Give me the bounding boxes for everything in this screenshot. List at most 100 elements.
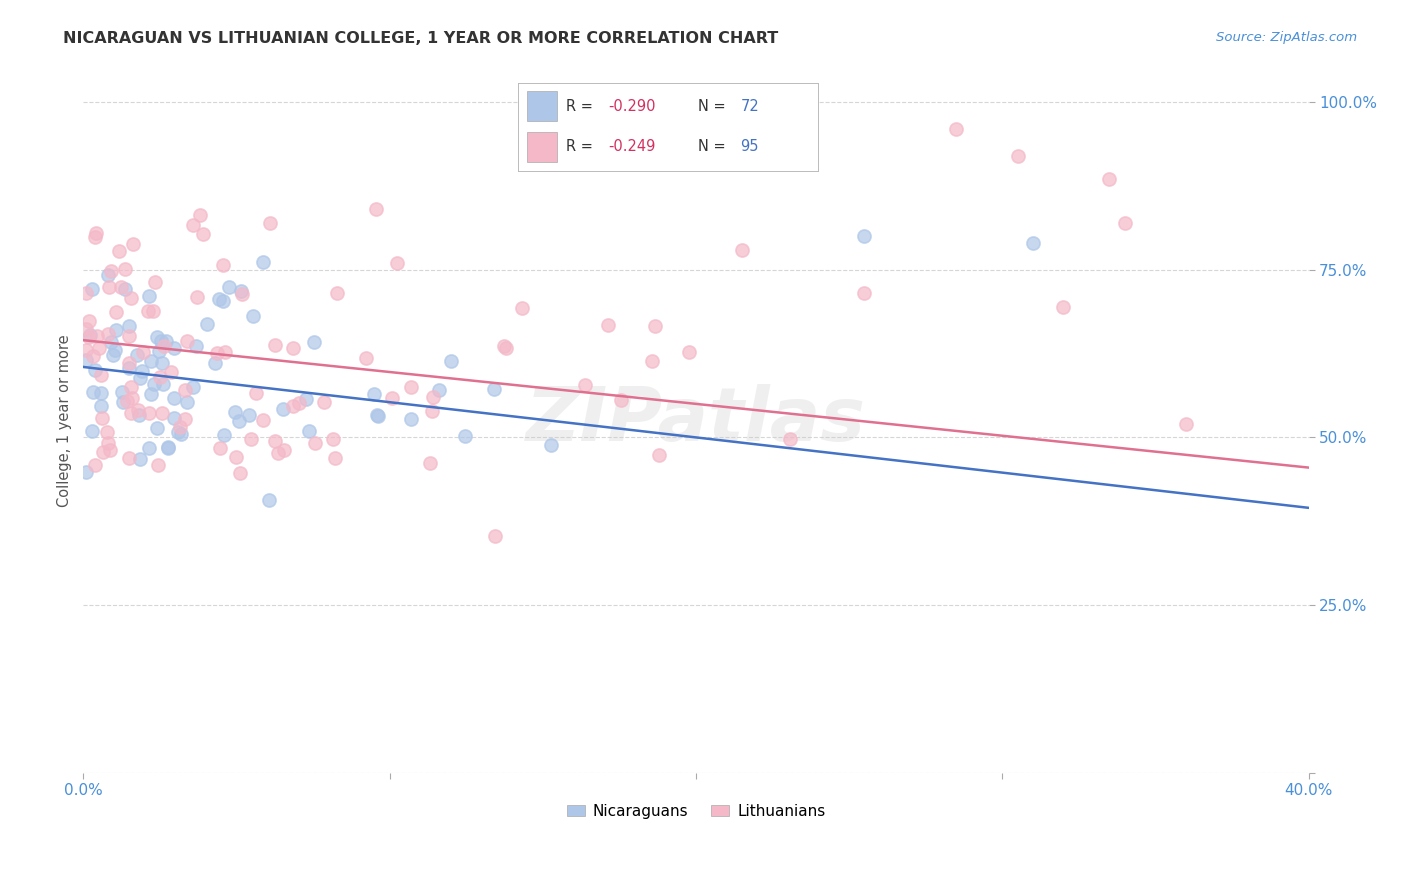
Point: [853, 286, 876, 301]
Point: [574, 377, 596, 392]
Point: [366, 408, 388, 422]
Point: [648, 448, 671, 462]
Point: [212, 427, 235, 442]
Point: [111, 394, 134, 409]
Point: [91, 411, 114, 425]
Point: [157, 440, 180, 454]
Point: [325, 285, 347, 300]
Point: [96, 425, 118, 439]
Point: [82, 424, 104, 438]
Point: [304, 334, 326, 349]
Point: [100, 335, 122, 350]
Point: [204, 356, 226, 370]
Point: [86, 329, 108, 343]
Point: [264, 338, 287, 352]
Point: [422, 390, 444, 404]
Point: [114, 262, 136, 277]
Point: [420, 404, 443, 418]
Point: [152, 376, 174, 391]
Point: [77, 314, 100, 328]
Point: [281, 399, 304, 413]
Point: [82, 385, 104, 400]
Point: [84, 363, 107, 377]
Point: [163, 391, 186, 405]
Point: [186, 290, 208, 304]
Point: [295, 392, 318, 406]
Point: [83, 229, 105, 244]
Point: [193, 227, 215, 242]
Point: [143, 275, 166, 289]
Point: [184, 339, 207, 353]
Point: [129, 452, 152, 467]
Point: [120, 406, 142, 420]
Point: [195, 317, 218, 331]
Point: [104, 343, 127, 358]
Point: [97, 327, 120, 342]
Point: [152, 339, 174, 353]
Point: [1114, 216, 1136, 230]
Point: [155, 334, 177, 348]
Point: [104, 304, 127, 318]
Point: [79, 327, 101, 342]
Point: [108, 244, 131, 259]
Point: [75, 321, 97, 335]
Text: NICARAGUAN VS LITHUANIAN COLLEGE, 1 YEAR OR MORE CORRELATION CHART: NICARAGUAN VS LITHUANIAN COLLEGE, 1 YEAR…: [63, 31, 779, 46]
Point: [118, 319, 141, 334]
Point: [1098, 172, 1121, 186]
Point: [354, 351, 377, 365]
Point: [176, 394, 198, 409]
Point: [139, 387, 162, 401]
Point: [146, 458, 169, 472]
Point: [127, 402, 149, 417]
Point: [1175, 417, 1198, 431]
Point: [264, 434, 287, 448]
Point: [118, 356, 141, 370]
Point: [149, 369, 172, 384]
Point: [174, 383, 197, 397]
Point: [169, 420, 191, 434]
Point: [273, 443, 295, 458]
Point: [118, 328, 141, 343]
Point: [228, 413, 250, 427]
Point: [225, 450, 247, 465]
Point: [440, 354, 463, 368]
Point: [115, 393, 138, 408]
Point: [150, 356, 173, 370]
Point: [129, 370, 152, 384]
Point: [148, 344, 170, 359]
Point: [363, 387, 385, 401]
Point: [75, 285, 97, 300]
Point: [399, 411, 422, 425]
Point: [87, 341, 110, 355]
Point: [271, 402, 294, 417]
Point: [100, 264, 122, 278]
Point: [257, 493, 280, 508]
Point: [242, 309, 264, 323]
Point: [494, 339, 516, 353]
Point: [252, 255, 274, 269]
Point: [146, 421, 169, 435]
Point: [188, 208, 211, 222]
Point: [120, 380, 142, 394]
Point: [482, 382, 505, 396]
Point: [138, 441, 160, 455]
Point: [322, 433, 344, 447]
Point: [540, 438, 562, 452]
Point: [98, 442, 121, 457]
Point: [288, 396, 311, 410]
Text: Source: ZipAtlas.com: Source: ZipAtlas.com: [1216, 31, 1357, 45]
Point: [114, 282, 136, 296]
Point: [163, 342, 186, 356]
Point: [75, 353, 97, 368]
Point: [495, 341, 517, 355]
Text: ZIPatlas: ZIPatlas: [526, 384, 866, 457]
Point: [118, 450, 141, 465]
Point: [97, 435, 120, 450]
Point: [381, 391, 404, 405]
Point: [146, 330, 169, 344]
Point: [125, 348, 148, 362]
Point: [259, 216, 281, 230]
Point: [238, 409, 260, 423]
Point: [84, 226, 107, 240]
Point: [419, 456, 441, 470]
